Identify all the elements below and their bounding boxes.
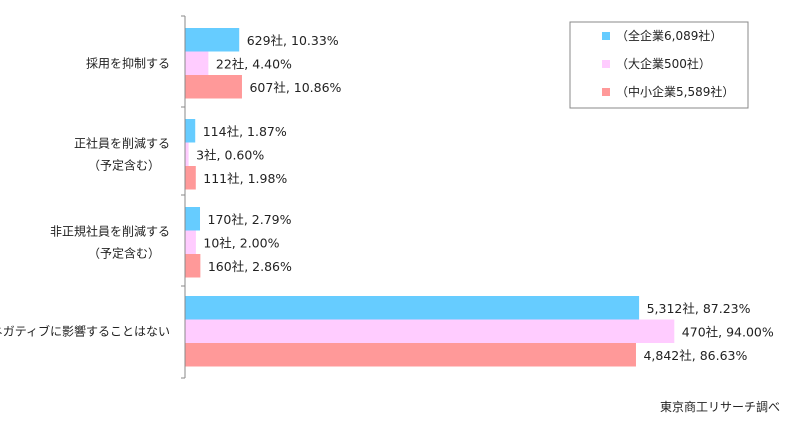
bar [185, 28, 240, 52]
data-label: 4,842社, 86.63% [643, 348, 747, 363]
bar [185, 296, 640, 320]
bar [185, 75, 242, 99]
legend-label: （大企業500社） [616, 56, 711, 71]
bar [185, 207, 201, 231]
category-label: 正社員を削減する [74, 135, 170, 150]
bar [185, 142, 189, 166]
data-label: 22社, 4.40% [216, 56, 292, 71]
axis-layer [181, 15, 186, 379]
legend-swatch [602, 32, 610, 40]
source-note: 東京商工リサーチ調べ [660, 399, 780, 414]
data-label: 160社, 2.86% [208, 259, 292, 274]
bar [185, 343, 636, 367]
data-label: 470社, 94.00% [682, 324, 774, 339]
legend-swatch [602, 88, 610, 96]
category-label: ネガティブに影響することはない [0, 323, 170, 338]
bar [185, 119, 196, 143]
legend-frame [569, 21, 749, 109]
data-label: 170社, 2.79% [208, 212, 292, 227]
bar [185, 166, 196, 190]
labels-layer: 629社, 10.33% 22社, 4.40% 607社, 10.86% 114社, … [196, 33, 774, 363]
data-label: 3社, 0.60% [196, 147, 264, 162]
bars-layer [185, 28, 675, 367]
bar [185, 230, 196, 254]
data-label: 629社, 10.33% [247, 33, 339, 48]
bar [185, 319, 675, 343]
category-label: 採用を抑制する [86, 55, 170, 70]
data-label: 5,312社, 87.23% [647, 301, 751, 316]
legend-label: （中小企業5,589社） [616, 84, 734, 99]
data-label: 114社, 1.87% [203, 124, 287, 139]
legend-swatch [602, 60, 610, 68]
legend-label: （全企業6,089社） [616, 28, 722, 43]
data-label: 607社, 10.86% [249, 80, 341, 95]
category-label: 非正規社員を削減する [50, 223, 170, 238]
bar [185, 254, 201, 278]
bar [185, 51, 209, 75]
data-label: 10社, 2.00% [203, 235, 279, 250]
category-label: （予定含む） [88, 245, 160, 260]
data-label: 111社, 1.98% [203, 171, 287, 186]
category-label: （予定含む） [88, 157, 160, 172]
legend: （全企業6,089社） （大企業500社） （中小企業5,589社） [569, 21, 749, 109]
